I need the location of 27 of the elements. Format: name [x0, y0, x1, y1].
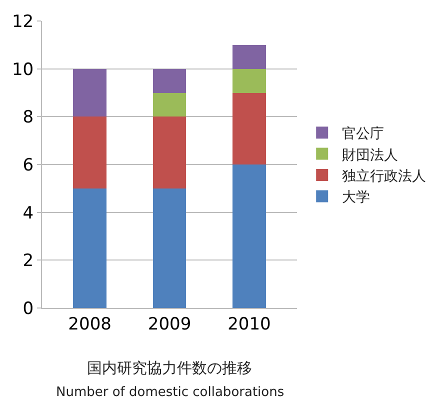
bar — [232, 164, 266, 308]
x-tick-label: 2008 — [68, 314, 112, 334]
bar — [232, 44, 266, 69]
bar — [232, 68, 266, 93]
y-tick-label: 12 — [12, 12, 34, 32]
bar — [73, 68, 107, 117]
legend-label: 財団法人 — [342, 147, 398, 164]
y-tick-label: 4 — [22, 203, 34, 224]
text: 国内研究協力件数の推移 — [87, 359, 252, 377]
bar — [152, 68, 186, 93]
y-tick-label: 10 — [12, 60, 34, 80]
bar — [152, 92, 186, 117]
y-tick-label: 6 — [22, 155, 34, 176]
bar — [232, 92, 266, 164]
y-tick-label: 2 — [22, 251, 34, 272]
bar — [73, 116, 107, 188]
x-tick-label: 2009 — [148, 314, 192, 334]
legend-label: 独立行政法人 — [342, 168, 426, 184]
y-tick-label: 0 — [22, 298, 34, 319]
bar — [73, 188, 107, 308]
x-tick-label: 2010 — [228, 314, 271, 334]
legend-label: 大学 — [342, 190, 370, 206]
y-tick-label: 8 — [22, 108, 34, 128]
legend-label: 官公庁 — [342, 126, 384, 142]
bar — [152, 188, 186, 308]
text: Number of domestic collaborations — [56, 385, 284, 400]
bar — [152, 116, 186, 188]
